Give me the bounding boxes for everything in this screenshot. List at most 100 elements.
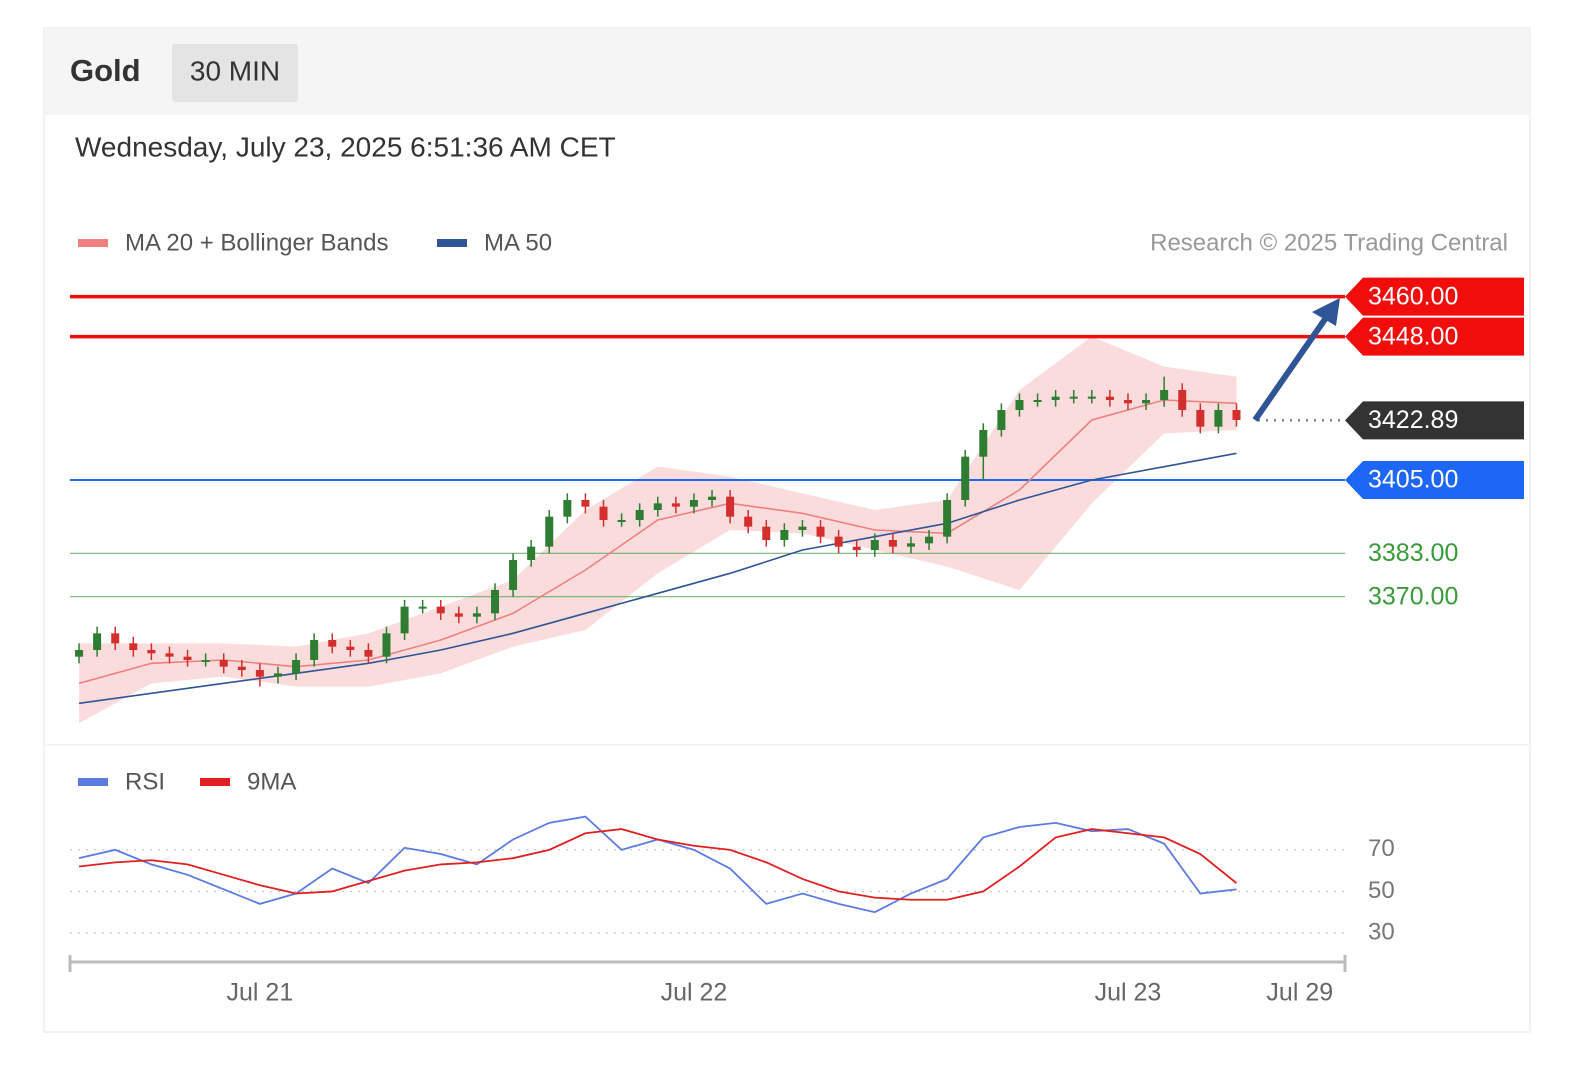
candle-body <box>111 633 120 644</box>
rsi-line <box>78 828 1238 901</box>
ma-line <box>78 452 1237 705</box>
candle-body <box>75 650 84 657</box>
candle-body <box>1196 410 1205 427</box>
y-tick-label: 50 <box>1368 877 1395 904</box>
candle-body <box>1232 410 1241 420</box>
candle-body <box>617 520 626 522</box>
candle-body <box>798 526 807 530</box>
candle-body <box>1178 390 1187 410</box>
candle-body <box>925 536 934 544</box>
y-tick-label: 30 <box>1368 918 1395 945</box>
legend-swatch <box>200 778 230 786</box>
level-label: 3370.00 <box>1368 582 1458 610</box>
candle-body <box>310 640 319 660</box>
candle-body <box>726 496 735 517</box>
candle-body <box>762 526 771 540</box>
candle-body <box>1051 396 1060 400</box>
candle-body <box>653 503 662 510</box>
candle-body <box>1015 400 1024 410</box>
candle-body <box>527 546 536 560</box>
legend-swatch <box>437 239 467 247</box>
level-label: 3383.00 <box>1368 539 1458 567</box>
instrument-title: Gold <box>70 53 141 88</box>
y-tick-label: 70 <box>1368 835 1395 862</box>
legend-label: RSI <box>125 768 165 795</box>
level-label: 3405.00 <box>1368 466 1458 494</box>
candle-body <box>816 526 825 537</box>
candle-body <box>237 666 246 670</box>
candle-body <box>1214 410 1223 427</box>
candle-body <box>563 500 572 517</box>
legend-swatch <box>78 778 108 786</box>
candle-body <box>436 606 445 614</box>
candle-body <box>1033 400 1042 402</box>
candle-body <box>888 540 897 547</box>
candle-body <box>834 536 843 547</box>
timestamp: Wednesday, July 23, 2025 6:51:36 AM CET <box>75 131 616 162</box>
candle-body <box>509 560 518 590</box>
candle-body <box>346 646 355 650</box>
legend-label: 9MA <box>247 768 296 795</box>
candle-body <box>1087 396 1096 399</box>
candle-body <box>147 650 156 654</box>
level-label: 3448.00 <box>1368 322 1458 350</box>
candle-body <box>201 660 210 662</box>
candle-body <box>1142 400 1151 404</box>
level-tag <box>1345 277 1524 316</box>
candle-body <box>997 410 1006 430</box>
level-tag <box>1345 461 1524 499</box>
candle-body <box>671 503 680 507</box>
level-tag <box>1345 401 1524 440</box>
candle-body <box>364 650 373 657</box>
forecast-arrowhead <box>1312 298 1340 326</box>
candle-body <box>328 640 337 647</box>
candle-body <box>292 660 301 674</box>
legend-swatch <box>78 239 108 247</box>
timeframe-badge[interactable] <box>172 44 298 102</box>
forecast-arrow <box>1252 310 1333 422</box>
candle-body <box>852 546 861 550</box>
candle-body <box>1160 390 1169 400</box>
x-tick-label: Jul 21 <box>227 979 294 1007</box>
candle-body <box>708 496 717 500</box>
candle-body <box>1123 400 1132 404</box>
candle-body <box>273 673 282 677</box>
legend-label: MA 20 + Bollinger Bands <box>125 229 389 256</box>
legend-label: MA 50 <box>484 229 552 256</box>
bollinger-band <box>79 336 1237 724</box>
candle-body <box>943 500 952 537</box>
candle-body <box>454 613 463 617</box>
level-label: 3460.00 <box>1368 282 1458 310</box>
candle-body <box>165 653 174 657</box>
credit: Research © 2025 Trading Central <box>1150 229 1508 256</box>
candle-body <box>255 670 264 677</box>
candle-body <box>635 510 644 520</box>
candle-body <box>581 500 590 507</box>
candle-body <box>599 506 608 520</box>
candle-body <box>129 643 138 650</box>
candle-body <box>1069 396 1078 399</box>
candle-body <box>780 530 789 540</box>
x-tick-label: Jul 22 <box>661 979 728 1007</box>
candle-body <box>382 633 391 657</box>
candle-body <box>183 656 192 660</box>
level-label: 3422.89 <box>1368 406 1458 434</box>
candle-body <box>93 633 102 650</box>
candle-body <box>400 606 409 634</box>
timeframe[interactable]: 30 MIN <box>190 55 280 86</box>
candle-body <box>472 613 481 617</box>
candle-body <box>1105 396 1114 400</box>
x-tick-label: Jul 23 <box>1095 979 1162 1007</box>
candle-body <box>491 590 499 614</box>
candle-body <box>418 606 427 609</box>
candle-body <box>906 543 915 547</box>
ma-line <box>78 399 1237 685</box>
level-tag <box>1345 317 1524 356</box>
candle-body <box>961 456 970 500</box>
candle-body <box>689 500 698 507</box>
candle-body <box>219 660 228 667</box>
candle-body <box>979 430 988 457</box>
x-tick-label: Jul 29 <box>1266 979 1333 1007</box>
candle-body <box>870 540 879 550</box>
